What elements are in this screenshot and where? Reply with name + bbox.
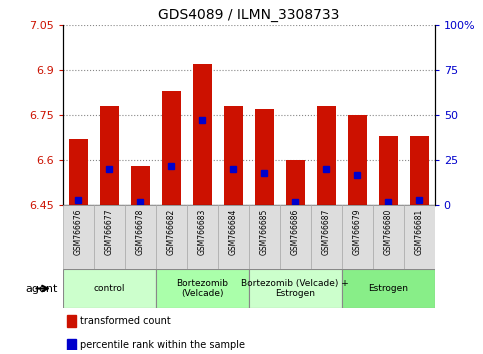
Text: control: control — [94, 284, 125, 293]
Text: GSM766686: GSM766686 — [291, 209, 300, 255]
Bar — [255, 109, 273, 205]
Text: GSM766685: GSM766685 — [260, 209, 269, 255]
Text: GSM766684: GSM766684 — [229, 209, 238, 255]
Text: GSM766679: GSM766679 — [353, 209, 362, 255]
Text: GSM766687: GSM766687 — [322, 209, 331, 255]
Text: Bortezomib
(Velcade): Bortezomib (Velcade) — [176, 279, 228, 298]
Text: GSM766680: GSM766680 — [384, 209, 393, 255]
Text: GSM766683: GSM766683 — [198, 209, 207, 255]
Bar — [342, 269, 435, 308]
Bar — [67, 339, 76, 350]
Text: GSM766676: GSM766676 — [74, 209, 83, 255]
Bar — [373, 205, 404, 269]
Bar — [162, 91, 181, 205]
Bar — [156, 205, 187, 269]
Bar — [410, 136, 428, 205]
Bar — [63, 269, 156, 308]
Bar — [63, 205, 94, 269]
Title: GDS4089 / ILMN_3308733: GDS4089 / ILMN_3308733 — [158, 8, 340, 22]
Bar — [69, 139, 87, 205]
Text: percentile rank within the sample: percentile rank within the sample — [80, 339, 244, 350]
Bar — [125, 205, 156, 269]
Text: transformed count: transformed count — [80, 316, 170, 326]
Bar — [224, 106, 242, 205]
Text: GSM766677: GSM766677 — [105, 209, 114, 255]
Text: Bortezomib (Velcade) +
Estrogen: Bortezomib (Velcade) + Estrogen — [242, 279, 349, 298]
Bar — [286, 160, 304, 205]
Bar — [280, 205, 311, 269]
Bar — [379, 136, 398, 205]
Bar — [131, 166, 150, 205]
Text: GSM766681: GSM766681 — [415, 209, 424, 255]
Text: agent: agent — [26, 284, 58, 293]
Bar — [317, 106, 336, 205]
Bar — [156, 269, 249, 308]
Text: GSM766678: GSM766678 — [136, 209, 145, 255]
Bar — [218, 205, 249, 269]
Bar — [67, 315, 76, 327]
Bar — [348, 115, 367, 205]
Bar — [249, 269, 342, 308]
Text: Estrogen: Estrogen — [368, 284, 408, 293]
Bar — [193, 64, 212, 205]
Bar — [100, 106, 119, 205]
Bar — [94, 205, 125, 269]
Bar — [404, 205, 435, 269]
Bar — [187, 205, 218, 269]
Bar — [249, 205, 280, 269]
Text: GSM766682: GSM766682 — [167, 209, 176, 255]
Bar — [311, 205, 342, 269]
Bar — [342, 205, 373, 269]
